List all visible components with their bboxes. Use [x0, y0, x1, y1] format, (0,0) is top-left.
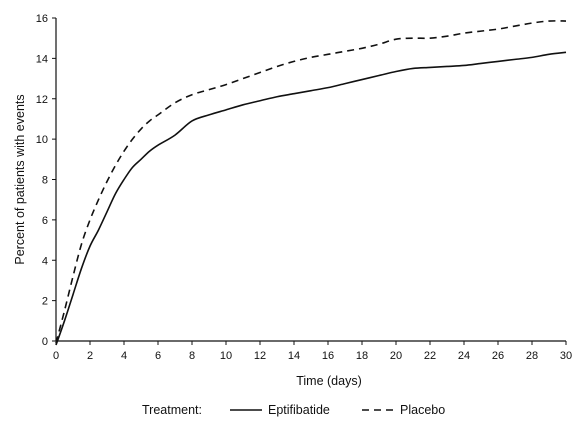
plot-lines	[55, 20, 567, 346]
legend-label-eptifibatide: Eptifibatide	[268, 403, 330, 417]
x-tick-label: 12	[254, 350, 266, 362]
x-tick-label: 28	[526, 350, 538, 362]
legend-label-placebo: Placebo	[400, 403, 445, 417]
y-axis-title: Percent of patients with events	[13, 94, 27, 264]
x-tick-label: 22	[424, 350, 436, 362]
x-axis-title: Time (days)	[296, 374, 362, 388]
x-tick-label: 26	[492, 350, 504, 362]
y-tick-label: 8	[42, 175, 48, 187]
axes	[55, 18, 566, 342]
x-tick-label: 30	[560, 350, 572, 362]
x-tick-label: 20	[390, 350, 402, 362]
x-ticks: 0 2 4 6 8 10 12 14 16 18 20 22 24 26 28 30	[53, 341, 572, 362]
x-tick-label: 0	[53, 350, 59, 362]
x-tick-label: 16	[322, 350, 334, 362]
y-ticks: 0 2 4 6 8 10 12 14 16	[36, 13, 56, 348]
x-tick-label: 6	[155, 350, 161, 362]
x-tick-label: 2	[87, 350, 93, 362]
x-tick-label: 18	[356, 350, 368, 362]
y-tick-label: 2	[42, 296, 48, 308]
x-tick-label: 8	[189, 350, 195, 362]
y-tick-label: 4	[42, 255, 48, 267]
x-tick-label: 24	[458, 350, 470, 362]
series-line-eptifibatide	[55, 51, 567, 346]
y-tick-label: 10	[36, 134, 48, 146]
x-tick-label: 10	[220, 350, 232, 362]
y-tick-label: 16	[36, 13, 48, 25]
series-line-placebo	[55, 20, 567, 344]
x-tick-label: 4	[121, 350, 127, 362]
legend: Treatment: Eptifibatide Placebo	[142, 403, 445, 417]
y-tick-label: 14	[36, 53, 48, 65]
x-tick-label: 14	[288, 350, 300, 362]
y-tick-label: 0	[42, 336, 48, 348]
y-tick-label: 12	[36, 94, 48, 106]
legend-title: Treatment:	[142, 403, 202, 417]
y-tick-label: 6	[42, 215, 48, 227]
